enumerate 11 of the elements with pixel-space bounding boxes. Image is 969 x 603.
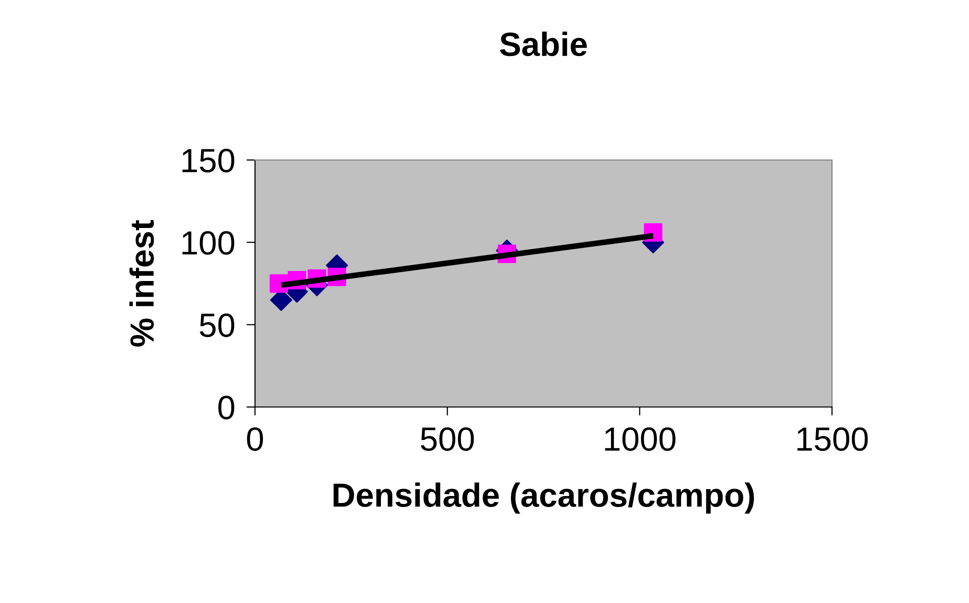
y-tick-label: 150: [182, 148, 234, 172]
x-axis-title: Densidade (acaros/campo): [334, 482, 754, 514]
y-axis-title: % infest: [129, 220, 154, 347]
x-tick-label: 0: [247, 427, 263, 451]
x-tick-label: 1000: [605, 427, 676, 451]
y-tick-label: 100: [182, 231, 234, 255]
x-tick-label: 500: [420, 427, 474, 451]
y-tick-label: 0: [218, 396, 234, 420]
x-tick-label: 1500: [797, 427, 868, 451]
y-tick-label: 50: [200, 313, 234, 338]
chart-title: Sabie: [500, 32, 587, 56]
